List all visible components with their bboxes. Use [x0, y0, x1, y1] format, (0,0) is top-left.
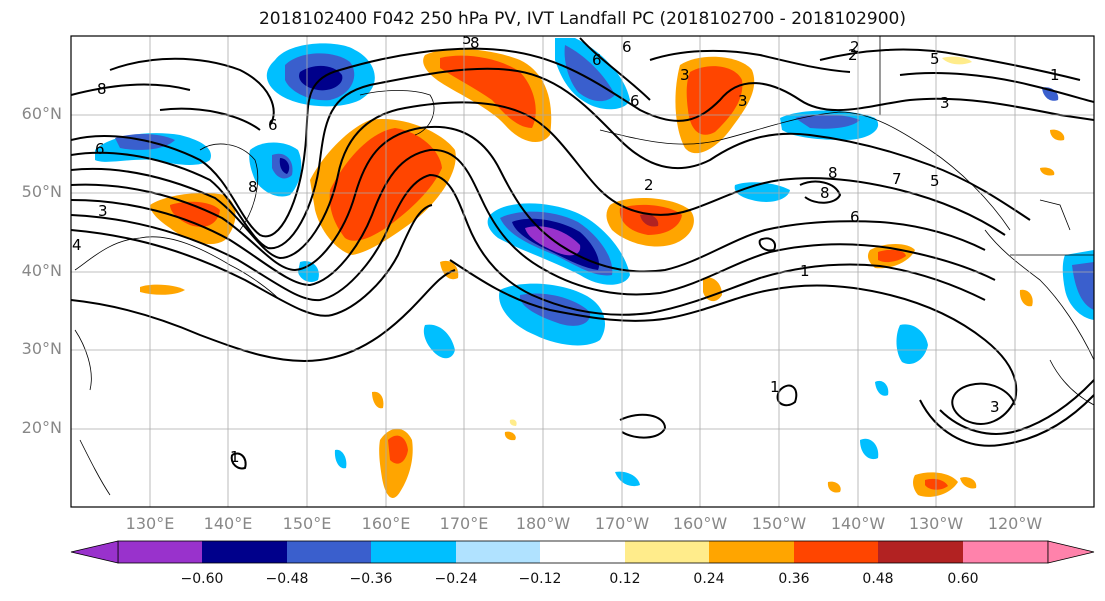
map-frame [70, 35, 1095, 508]
contour-label: 6 [622, 38, 632, 56]
colorbar-segment [794, 541, 878, 563]
contour-label: 8 [820, 184, 830, 202]
lon-label-180w: 180°W [515, 514, 571, 533]
colorbar-segment [287, 541, 371, 563]
contour-label: 2 [644, 176, 654, 194]
pv-contours [71, 37, 1094, 470]
lon-label-120w: 120°W [987, 514, 1043, 533]
contour-label: 3 [680, 66, 690, 84]
colorbar-segment [202, 541, 287, 563]
contour-label: 6 [268, 116, 278, 134]
contour-label: 8 [248, 178, 258, 196]
contour-label: 1 [770, 378, 780, 396]
colorbar [70, 540, 1095, 564]
colorbar-segment [456, 541, 540, 563]
lat-label-30n: 30°N [21, 339, 62, 358]
colorbar-segment [540, 541, 625, 563]
colorbar-tick-label: −0.60 [180, 571, 224, 587]
contour-label: 1 [230, 448, 240, 466]
contour-label: 4 [72, 236, 82, 254]
contour-label: 2 [850, 38, 860, 56]
colorbar-tick-label: 0.24 [693, 571, 725, 587]
lon-label-130w: 130°W [908, 514, 964, 533]
colorbar-segment [878, 541, 963, 563]
lat-label-20n: 20°N [21, 418, 62, 437]
contour-label: 8 [470, 34, 480, 52]
lat-label-40n: 40°N [21, 261, 62, 280]
colorbar-tick-label: 0.12 [609, 571, 641, 587]
colorbar-tick-label: −0.12 [518, 571, 562, 587]
colorbar-tick-label: 0.36 [778, 571, 810, 587]
colorbar-tick-label: 0.48 [862, 571, 894, 587]
contour-label: 6 [850, 208, 860, 226]
contour-label: 3 [738, 92, 748, 110]
contour-label: 5 [462, 30, 472, 48]
graticule [71, 36, 1094, 507]
colorbar-high-extension [1047, 540, 1095, 564]
contour-label: 1 [1050, 66, 1060, 84]
colorbar-segment [371, 541, 456, 563]
contour-label: 2 [848, 46, 858, 64]
contour-label: 8 [97, 80, 107, 98]
lon-label-150w: 150°W [751, 514, 807, 533]
colorbar-tick-label: −0.24 [434, 571, 478, 587]
lon-label-160w: 160°W [672, 514, 728, 533]
contour-label: 3 [98, 202, 108, 220]
colorbar-segment [963, 541, 1048, 563]
contour-label: 7 [892, 170, 902, 188]
colorbar-tick-label: −0.48 [265, 571, 309, 587]
contour-label: 3 [940, 94, 950, 112]
lon-label-170e: 170°E [439, 514, 489, 533]
colorbar-low-extension [70, 540, 119, 564]
lon-label-160e: 160°E [361, 514, 411, 533]
lon-label-140w: 140°W [830, 514, 886, 533]
negative-pv-regions [95, 38, 1094, 487]
contour-label: 5 [930, 50, 940, 68]
contour-label: 8 [828, 164, 838, 182]
contour-label: 6 [592, 51, 602, 69]
colorbar-segment [625, 541, 709, 563]
lon-label-140e: 140°E [203, 514, 253, 533]
lat-label-50n: 50°N [21, 182, 62, 201]
lon-label-170w: 170°W [594, 514, 650, 533]
colorbar-segment [118, 541, 202, 563]
colorbar-segment [709, 541, 794, 563]
lon-label-130e: 130°E [125, 514, 175, 533]
lon-label-150e: 150°E [282, 514, 332, 533]
colorbar-tick-label: −0.36 [349, 571, 393, 587]
figure-title: 2018102400 F042 250 hPa PV, IVT Landfall… [258, 9, 906, 29]
contour-label: 3 [990, 398, 1000, 416]
colorbar-tick-label: 0.60 [947, 571, 979, 587]
contour-label: 1 [800, 262, 810, 280]
lat-label-60n: 60°N [21, 104, 62, 123]
contour-label: 6 [630, 92, 640, 110]
contour-label: 6 [95, 140, 105, 158]
contour-label: 5 [930, 172, 940, 190]
